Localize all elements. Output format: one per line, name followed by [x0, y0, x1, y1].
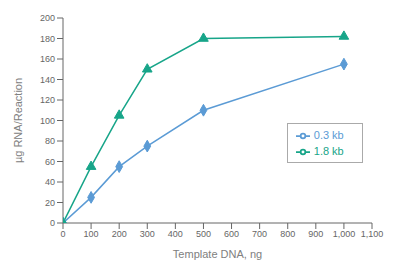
- svg-text:140: 140: [40, 75, 55, 85]
- svg-text:µg RNA/Reaction: µg RNA/Reaction: [12, 78, 24, 163]
- svg-text:60: 60: [45, 157, 55, 167]
- html-text:1.8 kb: 1.8 kb: [313, 145, 344, 158]
- svg-text:20: 20: [45, 198, 55, 208]
- svg-text:400: 400: [168, 229, 183, 239]
- svg-text:100: 100: [40, 116, 55, 126]
- svg-text:80: 80: [45, 136, 55, 146]
- svg-text:180: 180: [40, 34, 55, 44]
- svg-text:500: 500: [196, 229, 211, 239]
- svg-text:200: 200: [112, 229, 127, 239]
- svg-text:600: 600: [224, 229, 239, 239]
- svg-text:160: 160: [40, 54, 55, 64]
- svg-text:900: 900: [308, 229, 323, 239]
- svg-text:700: 700: [252, 229, 267, 239]
- svg-text:0: 0: [50, 218, 55, 228]
- svg-text:1,100: 1,100: [361, 229, 384, 239]
- svg-text:200: 200: [40, 13, 55, 23]
- svg-text:40: 40: [45, 177, 55, 187]
- svg-text:1,000: 1,000: [333, 229, 356, 239]
- svg-text:0: 0: [60, 229, 65, 239]
- svg-text:300: 300: [140, 229, 155, 239]
- svg-text:800: 800: [280, 229, 295, 239]
- svg-text:Template DNA, ng: Template DNA, ng: [173, 248, 262, 260]
- svg-text:100: 100: [84, 229, 99, 239]
- html-text:0.3 kb: 0.3 kb: [313, 129, 344, 142]
- svg-text:120: 120: [40, 95, 55, 105]
